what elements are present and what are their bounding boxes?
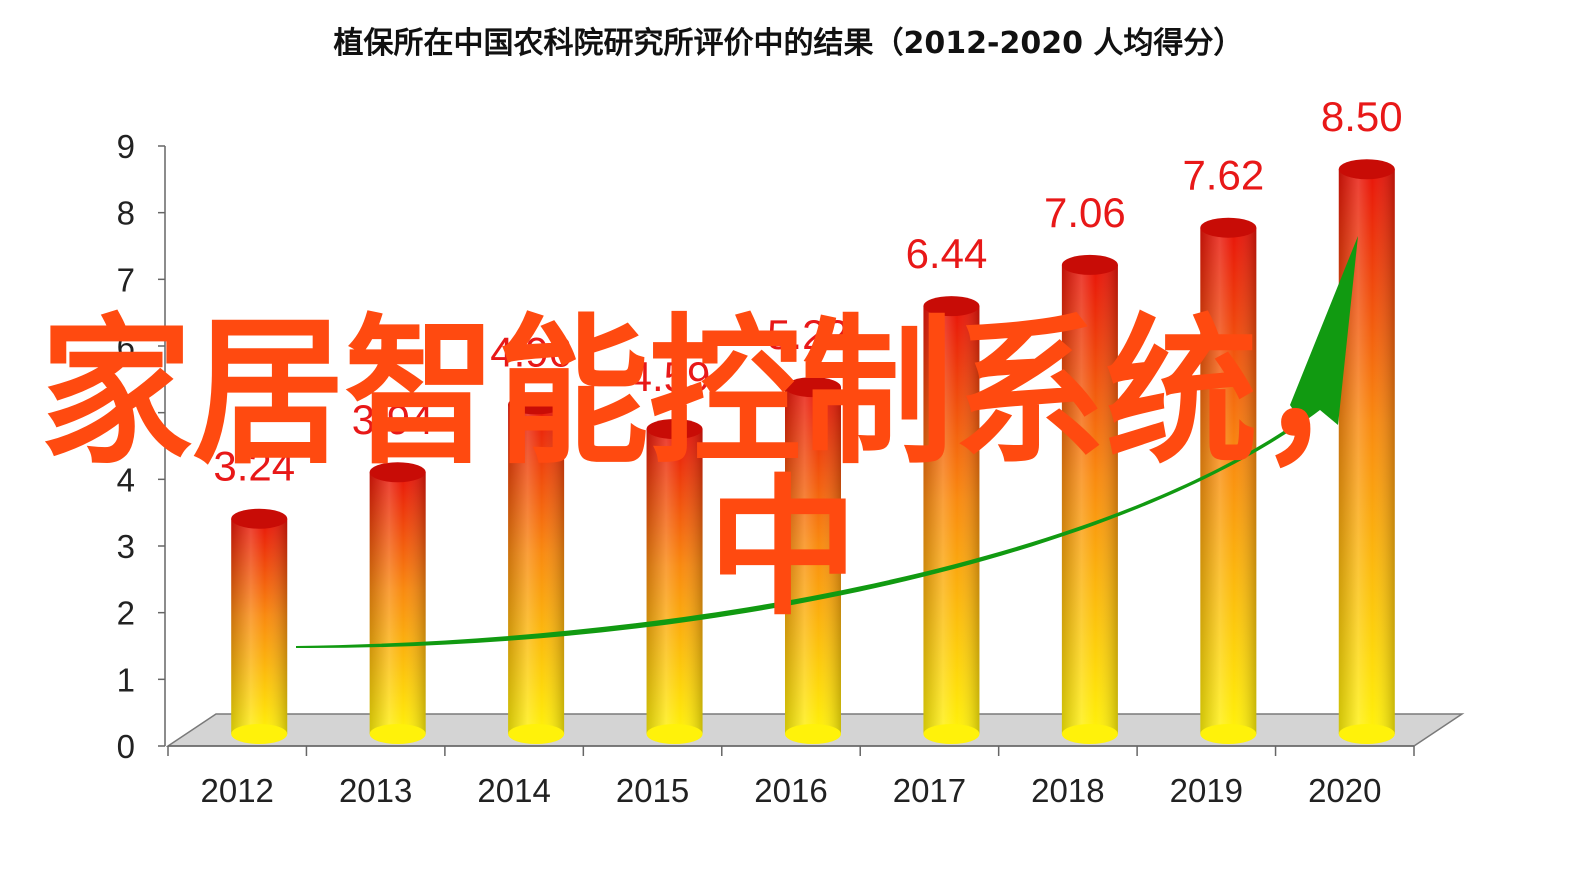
y-tick-label: 3 [117,528,135,565]
data-label: 6.44 [906,230,988,277]
bar-base [508,724,565,744]
data-label: 4.96 [490,328,572,375]
bar-shading [369,472,426,734]
bar-base [1200,724,1257,744]
x-tick-label: 2013 [339,772,412,809]
data-label: 8.50 [1321,93,1403,140]
y-tick-label: 6 [117,328,135,365]
data-label: 7.62 [1182,152,1264,199]
bar [1061,254,1118,744]
x-tick-label: 2019 [1170,772,1243,809]
bar [923,296,980,744]
data-label: 5.22 [767,311,849,358]
x-tick-label: 2014 [477,772,550,809]
overlay-text-line-1: 家居智能控制系统， [40,299,1410,486]
bar-cap [1200,217,1257,238]
bar-cap [785,377,841,398]
x-tick-label: 2018 [1031,772,1104,809]
bar [1200,217,1257,744]
x-tick-label: 2020 [1308,772,1381,809]
bar-base [231,724,288,744]
chart-title: 植保所在中国农科院研究所评价中的结果（2012-2020 人均得分） [333,26,1244,61]
bar-base [785,724,841,744]
y-tick-label: 0 [117,728,135,765]
y-tick-label: 4 [117,461,135,498]
bar-shading [1061,264,1118,734]
bar-shading [231,518,288,734]
bar [785,377,841,744]
y-tick-label: 8 [117,195,135,232]
bar-shading [646,429,703,734]
y-tick-label: 7 [117,261,135,298]
bar-cap [1338,159,1395,180]
bar-cap [923,296,980,317]
bar [231,508,288,744]
x-tick-label: 2015 [616,772,689,809]
bar-base [646,724,703,744]
bar-shading [1200,227,1257,734]
data-label: 7.06 [1044,189,1126,236]
x-tick-label: 2012 [201,772,274,809]
x-tick-label: 2016 [754,772,827,809]
overlay-text-line-2: 中 [708,462,858,636]
bar-base [369,724,426,744]
bar-shading [785,387,841,734]
bar-cap [1061,254,1118,275]
bar [1338,159,1395,744]
bar-shading [923,306,980,734]
bar [646,419,703,744]
data-label: 4.59 [629,353,711,400]
bar-cap [369,462,426,483]
bar-base [1338,724,1395,744]
y-tick-label: 9 [117,128,135,165]
data-label: 3.94 [352,396,434,443]
y-tick-label: 5 [117,395,135,432]
bar-cap [231,508,288,529]
bar-cap [646,419,703,440]
bar [369,462,426,744]
y-tick-label: 2 [117,595,135,632]
data-label: 3.24 [213,443,295,490]
bar-base [923,724,980,744]
bar-cap [508,394,565,415]
bar-shading [508,404,565,734]
bar-base [1061,724,1118,744]
x-tick-label: 2017 [893,772,966,809]
y-tick-label: 1 [117,661,135,698]
bar [508,394,565,744]
